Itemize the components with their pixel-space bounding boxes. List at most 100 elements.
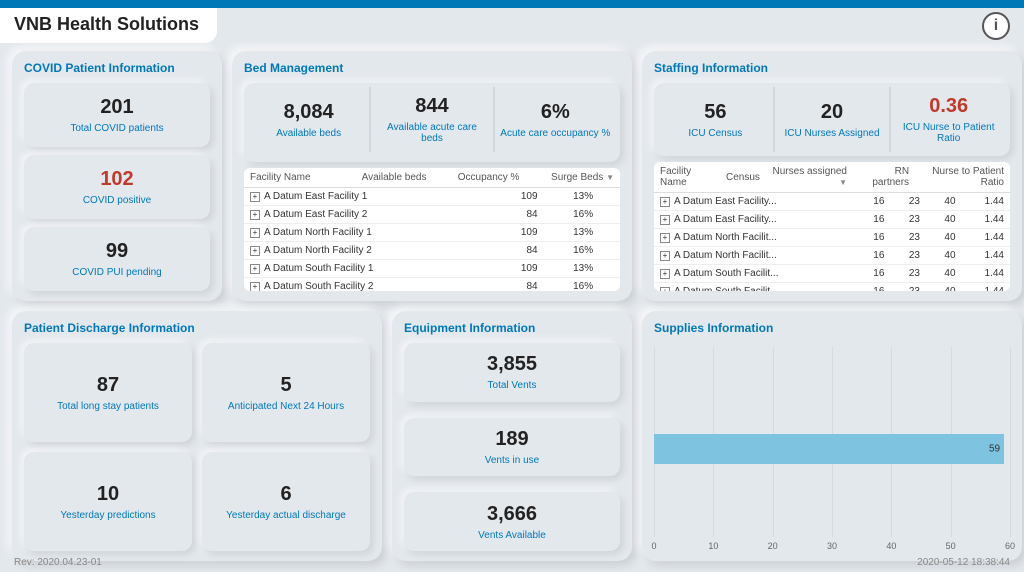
metric-value: 3,855 <box>408 353 616 376</box>
col-census[interactable]: Census <box>720 162 766 193</box>
table-row[interactable]: +A Datum East Facility 110913% <box>244 188 620 206</box>
metric-label: COVID positive <box>28 195 206 206</box>
expand-icon[interactable]: + <box>660 233 670 243</box>
metric-value: 189 <box>408 428 616 451</box>
footer-rev: Rev: 2020.04.23-01 <box>14 557 102 568</box>
metric-label: ICU Nurse to Patient Ratio <box>895 122 1002 144</box>
metric-value: 3,666 <box>408 503 616 526</box>
bed-available-card[interactable]: 8,084 Available beds <box>248 87 371 152</box>
discharge-predictions-card[interactable]: 10 Yesterday predictions <box>24 452 192 551</box>
icu-nurses-card[interactable]: 20 ICU Nurses Assigned <box>775 87 892 152</box>
covid-positive-card[interactable]: 102 COVID positive <box>24 155 210 219</box>
discharge-anticipated-card[interactable]: 5 Anticipated Next 24 Hours <box>202 343 370 442</box>
covid-title: COVID Patient Information <box>24 61 210 75</box>
col-nurses[interactable]: Nurses assigned ▼ <box>766 162 853 193</box>
table-row[interactable]: +A Datum South Facility 110913% <box>244 260 620 278</box>
col-rn[interactable]: RN partners <box>853 162 915 193</box>
col-facility[interactable]: Facility Name <box>244 168 336 188</box>
equipment-panel: Equipment Information 3,855 Total Vents … <box>392 311 632 561</box>
table-row[interactable]: +A Datum North Facilit...1623401.44 <box>654 229 1010 247</box>
icu-census-card[interactable]: 56 ICU Census <box>658 87 775 152</box>
col-surge[interactable]: Surge Beds ▼ <box>525 168 620 188</box>
metric-value: 5 <box>206 374 366 397</box>
equipment-title: Equipment Information <box>404 321 620 335</box>
metric-label: Vents in use <box>408 455 616 466</box>
discharge-longstay-card[interactable]: 87 Total long stay patients <box>24 343 192 442</box>
bed-table[interactable]: Facility Name Available beds Occupancy %… <box>244 168 620 291</box>
icu-ratio-card[interactable]: 0.36 ICU Nurse to Patient Ratio <box>891 87 1006 152</box>
metric-value: 6 <box>206 483 366 506</box>
expand-icon[interactable]: + <box>660 287 670 291</box>
staffing-panel: Staffing Information 56 ICU Census 20 IC… <box>642 51 1022 301</box>
expand-icon[interactable]: + <box>660 269 670 279</box>
bed-table-scroll[interactable]: +A Datum East Facility 110913%+A Datum E… <box>244 188 620 291</box>
expand-icon[interactable]: + <box>250 210 260 220</box>
table-row[interactable]: +A Datum South Facilit...1623401.44 <box>654 265 1010 283</box>
metric-label: Available acute care beds <box>375 122 488 144</box>
table-row[interactable]: +A Datum East Facility...1623401.44 <box>654 211 1010 229</box>
sort-arrow-icon: ▼ <box>839 178 847 187</box>
supplies-chart[interactable]: 010203040506059 <box>654 347 1010 551</box>
metric-value: 201 <box>28 96 206 119</box>
table-row[interactable]: +A Datum North Facilit...1623401.44 <box>654 247 1010 265</box>
footer-timestamp: 2020-05-12 18:38:44 <box>917 557 1010 568</box>
metric-label: ICU Census <box>662 128 769 139</box>
table-row[interactable]: +A Datum East Facility 28416% <box>244 206 620 224</box>
expand-icon[interactable]: + <box>250 246 260 256</box>
axis-tick: 60 <box>1005 541 1015 551</box>
covid-panel: COVID Patient Information 201 Total COVI… <box>12 51 222 301</box>
staffing-title: Staffing Information <box>654 61 1010 75</box>
axis-tick: 0 <box>651 541 656 551</box>
info-icon: i <box>994 17 998 35</box>
table-row[interactable]: +A Datum North Facility 28416% <box>244 242 620 260</box>
expand-icon[interactable]: + <box>660 197 670 207</box>
expand-icon[interactable]: + <box>250 264 260 274</box>
col-facility[interactable]: Facility Name <box>654 162 720 193</box>
table-row[interactable]: +A Datum South Facility 28416% <box>244 278 620 292</box>
metric-value: 87 <box>28 374 188 397</box>
col-ratio[interactable]: Nurse to Patient Ratio <box>915 162 1010 193</box>
bed-acute-card[interactable]: 844 Available acute care beds <box>371 87 494 152</box>
bed-title: Bed Management <box>244 61 620 75</box>
metric-label: Vents Available <box>408 530 616 541</box>
expand-icon[interactable]: + <box>660 251 670 261</box>
metric-value: 102 <box>28 168 206 191</box>
equip-vents-avail-card[interactable]: 3,666 Vents Available <box>404 492 620 551</box>
discharge-actual-card[interactable]: 6 Yesterday actual discharge <box>202 452 370 551</box>
equip-vents-use-card[interactable]: 189 Vents in use <box>404 418 620 477</box>
metric-value: 20 <box>779 101 886 124</box>
bar-value-label: 59 <box>989 444 1000 455</box>
supplies-bar[interactable]: 59 <box>654 434 1004 464</box>
axis-tick: 30 <box>827 541 837 551</box>
app-title: VNB Health Solutions <box>0 8 217 43</box>
table-row[interactable]: +A Datum South Facilit...1623401.44 <box>654 283 1010 292</box>
metric-label: Available beds <box>252 128 365 139</box>
top-accent-bar <box>0 0 1024 8</box>
metric-label: Yesterday predictions <box>28 510 188 521</box>
metric-label: Total COVID patients <box>28 123 206 134</box>
info-button[interactable]: i <box>982 12 1010 40</box>
staffing-table[interactable]: Facility Name Census Nurses assigned ▼ R… <box>654 162 1010 291</box>
equip-total-vents-card[interactable]: 3,855 Total Vents <box>404 343 620 402</box>
grid-line <box>1010 347 1011 537</box>
metric-value: 99 <box>28 240 206 263</box>
metric-label: Total long stay patients <box>28 401 188 412</box>
axis-tick: 10 <box>708 541 718 551</box>
expand-icon[interactable]: + <box>660 215 670 225</box>
expand-icon[interactable]: + <box>250 228 260 238</box>
col-available[interactable]: Available beds <box>336 168 433 188</box>
table-row[interactable]: +A Datum North Facility 110913% <box>244 224 620 242</box>
metric-value: 6% <box>499 101 612 124</box>
metric-label: Yesterday actual discharge <box>206 510 366 521</box>
staffing-table-scroll[interactable]: +A Datum East Facility...1623401.44+A Da… <box>654 193 1010 291</box>
axis-tick: 40 <box>886 541 896 551</box>
metric-value: 0.36 <box>895 95 1002 118</box>
discharge-title: Patient Discharge Information <box>24 321 370 335</box>
covid-total-card[interactable]: 201 Total COVID patients <box>24 83 210 147</box>
expand-icon[interactable]: + <box>250 282 260 291</box>
expand-icon[interactable]: + <box>250 192 260 202</box>
table-row[interactable]: +A Datum East Facility...1623401.44 <box>654 193 1010 211</box>
covid-pui-card[interactable]: 99 COVID PUI pending <box>24 227 210 291</box>
bed-occupancy-card[interactable]: 6% Acute care occupancy % <box>495 87 616 152</box>
col-occupancy[interactable]: Occupancy % <box>432 168 525 188</box>
